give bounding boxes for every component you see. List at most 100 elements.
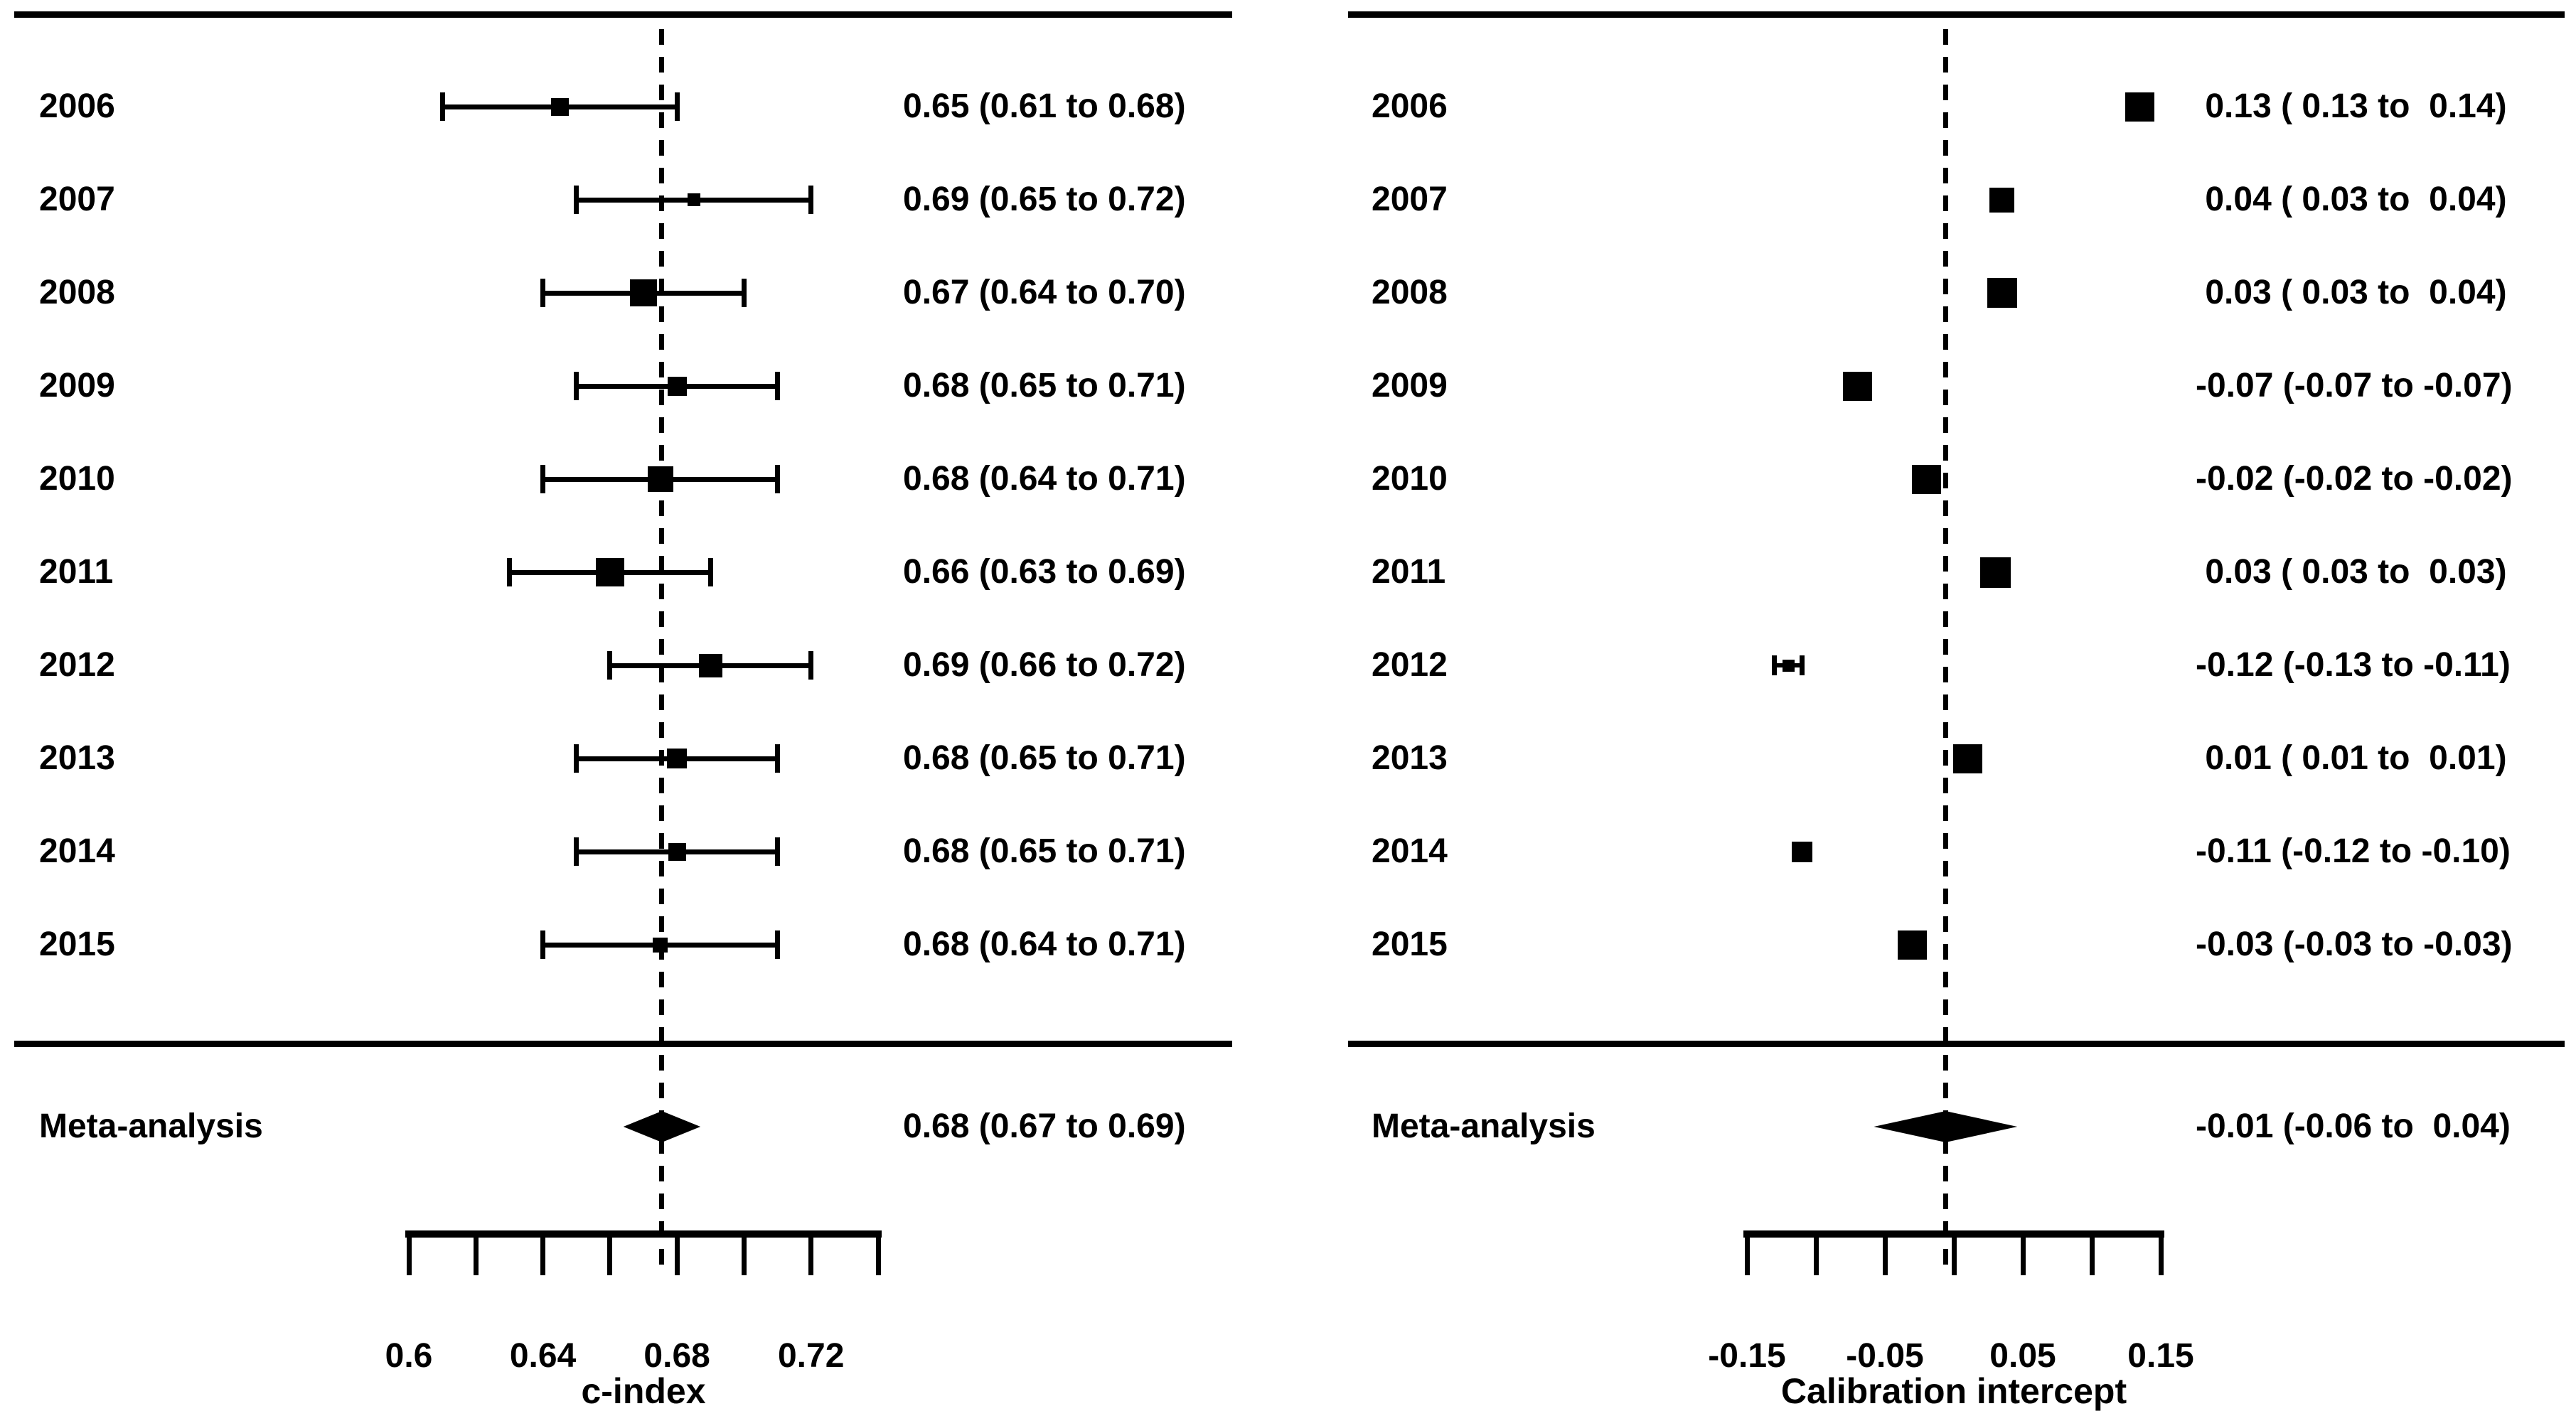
x-axis-tick: [1951, 1236, 1957, 1275]
x-axis-tick-label: -0.15: [1708, 1337, 1786, 1375]
ci-cap-high: [775, 930, 781, 959]
year-label: 2008: [1372, 274, 1448, 311]
year-label: 2011: [39, 553, 114, 591]
estimate-ci-text: 0.68 (0.65 to 0.71): [903, 739, 1186, 777]
ci-cap-low: [574, 186, 579, 214]
estimate-square-marker: [1952, 744, 1982, 773]
year-label: 2007: [1372, 181, 1448, 218]
ci-cap-low: [574, 372, 579, 400]
x-axis-tick: [741, 1236, 747, 1275]
year-label: 2012: [39, 646, 115, 684]
x-axis-tick: [808, 1236, 814, 1275]
ci-cap-high: [707, 558, 713, 586]
ci-cap-low: [540, 279, 546, 307]
estimate-ci-text: -0.02 (-0.02 to -0.02): [2196, 460, 2513, 498]
x-axis-tick: [1882, 1236, 1888, 1275]
estimate-square-marker: [1792, 841, 1813, 862]
estimate-square-marker: [1911, 464, 1941, 494]
x-axis-tick: [406, 1236, 412, 1275]
ci-cap-high: [775, 372, 781, 400]
estimate-square-marker: [687, 193, 700, 206]
ci-cap-low: [439, 92, 445, 121]
x-axis-tick: [1744, 1236, 1750, 1275]
estimate-square-marker: [667, 376, 687, 396]
ci-cap-low: [506, 558, 512, 586]
year-label: 2010: [39, 460, 115, 498]
x-axis-tick-label: 0.68: [643, 1337, 710, 1375]
estimate-ci-text: 0.68 (0.64 to 0.71): [903, 926, 1186, 963]
pooled-estimate-dashed-line: [659, 29, 665, 1277]
ci-cap-low: [607, 651, 613, 680]
meta-separator-rule: [1348, 1041, 2565, 1047]
year-label: 2009: [39, 367, 115, 404]
meta-estimate-ci-text: -0.01 (-0.06 to 0.04): [2196, 1107, 2511, 1145]
x-axis-tick-label: 0.6: [385, 1337, 433, 1375]
estimate-square-marker: [630, 279, 657, 306]
year-label: 2013: [1372, 739, 1448, 777]
ci-cap-high: [1800, 655, 1805, 675]
estimate-ci-text: 0.65 (0.61 to 0.68): [903, 87, 1186, 125]
x-axis-tick: [2020, 1236, 2026, 1275]
estimate-square-marker: [550, 97, 569, 116]
estimate-square-marker: [667, 749, 688, 768]
ci-cap-high: [808, 186, 814, 214]
estimate-square-marker: [2125, 92, 2155, 122]
meta-estimate-ci-text: 0.68 (0.67 to 0.69): [903, 1107, 1186, 1145]
estimate-ci-text: 0.66 (0.63 to 0.69): [903, 553, 1186, 591]
x-axis-tick: [1813, 1236, 1819, 1275]
ci-cap-high: [775, 465, 781, 493]
year-label: 2007: [39, 181, 115, 218]
x-axis-line: [1743, 1230, 2164, 1238]
estimate-ci-text: 0.68 (0.65 to 0.71): [903, 367, 1186, 404]
x-axis-line: [405, 1230, 882, 1238]
top-rule: [14, 11, 1232, 18]
year-label: 2013: [39, 739, 115, 777]
x-axis-title: Calibration intercept: [1780, 1371, 2127, 1411]
x-axis-tick-label: 0.64: [509, 1337, 577, 1375]
ci-cap-low: [574, 744, 579, 773]
year-label: 2009: [1372, 367, 1448, 404]
ci-cap-low: [1772, 655, 1778, 675]
estimate-ci-text: -0.07 (-0.07 to -0.07): [2196, 367, 2513, 404]
estimate-square-marker: [1989, 187, 2015, 213]
ci-cap-low: [540, 930, 546, 959]
estimate-ci-text: -0.03 (-0.03 to -0.03): [2196, 926, 2513, 963]
ci-cap-low: [540, 465, 546, 493]
estimate-square-marker: [1987, 278, 2017, 308]
estimate-ci-text: 0.13 ( 0.13 to 0.14): [2196, 87, 2507, 125]
year-label: 2011: [1372, 553, 1446, 591]
x-axis-tick-label: 0.72: [777, 1337, 845, 1375]
x-axis-tick-label: 0.15: [2127, 1337, 2194, 1375]
meta-analysis-label: Meta-analysis: [1372, 1107, 1596, 1145]
year-label: 2015: [1372, 926, 1448, 963]
year-label: 2014: [1372, 832, 1448, 870]
estimate-ci-text: -0.11 (-0.12 to -0.10): [2196, 832, 2511, 870]
x-axis-tick: [2158, 1236, 2164, 1275]
ci-cap-high: [674, 92, 680, 121]
estimate-ci-text: 0.68 (0.64 to 0.71): [903, 460, 1186, 498]
pooled-estimate-dashed-line: [1942, 29, 1948, 1277]
meta-separator-rule: [14, 1041, 1232, 1047]
meta-analysis-diamond: [623, 1111, 701, 1142]
x-axis-tick: [607, 1236, 613, 1275]
x-axis-tick-label: -0.05: [1846, 1337, 1924, 1375]
estimate-square-marker: [668, 842, 686, 861]
meta-analysis-label: Meta-analysis: [39, 1107, 263, 1145]
estimate-ci-text: -0.12 (-0.13 to -0.11): [2196, 646, 2511, 684]
estimate-square-marker: [1979, 557, 2011, 588]
meta-analysis-diamond: [1874, 1111, 2018, 1142]
x-axis-tick: [674, 1236, 680, 1275]
ci-cap-high: [775, 744, 781, 773]
estimate-ci-text: 0.03 ( 0.03 to 0.03): [2196, 553, 2507, 591]
estimate-square-marker: [653, 937, 668, 953]
year-label: 2008: [39, 274, 115, 311]
ci-cap-high: [741, 279, 747, 307]
x-axis-tick: [875, 1236, 881, 1275]
year-label: 2010: [1372, 460, 1448, 498]
ci-cap-high: [808, 651, 814, 680]
estimate-ci-text: 0.04 ( 0.03 to 0.04): [2196, 181, 2507, 218]
x-axis-tick: [540, 1236, 546, 1275]
estimate-ci-text: 0.67 (0.64 to 0.70): [903, 274, 1186, 311]
estimate-square-marker: [1898, 930, 1928, 960]
